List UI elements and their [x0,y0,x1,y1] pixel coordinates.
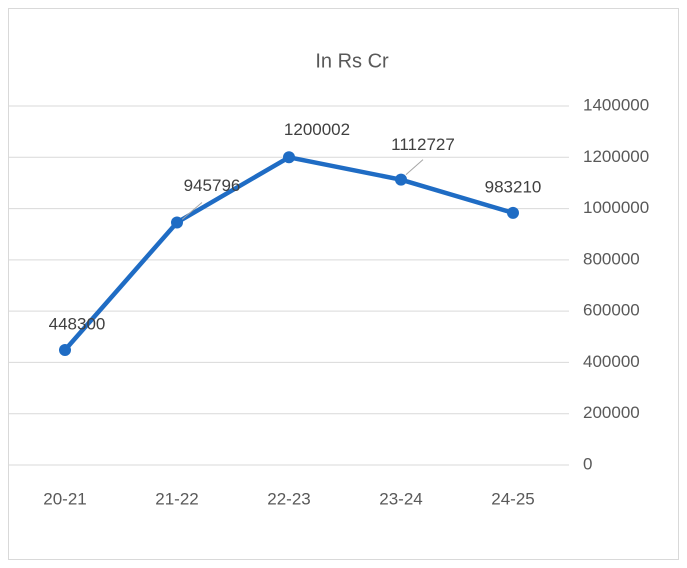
data-label: 945796 [184,176,241,195]
leader-line [181,202,203,220]
marker [59,344,71,357]
data-label: 1200002 [284,120,350,139]
marker [395,173,407,186]
x-tick-label: 20-21 [43,489,86,508]
x-tick-label: 24-25 [491,489,534,508]
x-tick-label: 21-22 [155,489,198,508]
y-tick-label: 800000 [583,249,640,268]
data-label: 1112727 [391,135,455,154]
chart-title: In Rs Cr [315,50,389,72]
y-tick-label: 400000 [583,352,640,371]
y-tick-label: 1000000 [583,198,649,217]
marker [283,151,295,164]
data-label: 983210 [485,177,542,196]
y-tick-label: 600000 [583,301,640,320]
chart-border [8,8,679,560]
y-tick-label: 0 [583,454,592,473]
x-tick-label: 22-23 [267,489,310,508]
data-label: 448300 [49,315,106,334]
y-tick-label: 1200000 [583,147,649,166]
leader-line [405,159,424,176]
x-tick-label: 23-24 [379,489,422,508]
y-tick-label: 200000 [583,403,640,422]
marker [507,206,519,219]
marker [171,216,183,229]
y-tick-label: 1400000 [583,95,649,114]
